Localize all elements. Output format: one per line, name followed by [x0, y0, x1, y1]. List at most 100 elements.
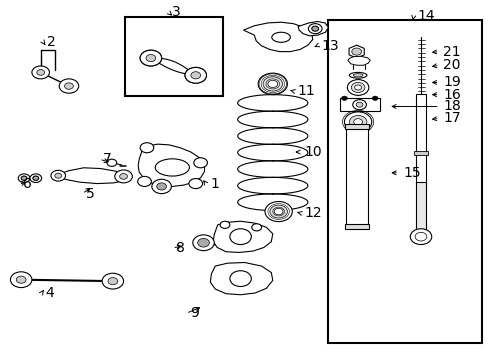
Text: 2: 2 — [47, 35, 56, 49]
Polygon shape — [243, 22, 312, 51]
Circle shape — [16, 276, 26, 283]
Circle shape — [140, 143, 154, 153]
Text: 15: 15 — [402, 166, 420, 180]
Text: 14: 14 — [417, 9, 434, 23]
Circle shape — [184, 67, 206, 83]
Circle shape — [184, 67, 206, 83]
Ellipse shape — [271, 32, 290, 42]
Text: 21: 21 — [443, 45, 460, 59]
Circle shape — [352, 100, 366, 110]
Polygon shape — [348, 45, 364, 58]
Bar — [415, 182, 425, 230]
Circle shape — [311, 26, 318, 31]
Circle shape — [371, 96, 377, 100]
Circle shape — [157, 183, 166, 190]
Bar — [344, 224, 368, 229]
Polygon shape — [210, 262, 272, 295]
Polygon shape — [57, 168, 125, 184]
Circle shape — [355, 102, 362, 107]
Circle shape — [274, 208, 283, 215]
Text: 12: 12 — [304, 206, 321, 220]
Circle shape — [229, 229, 251, 244]
Circle shape — [108, 278, 118, 285]
Circle shape — [190, 72, 200, 79]
Circle shape — [353, 119, 362, 125]
Text: 20: 20 — [443, 58, 460, 72]
Circle shape — [107, 159, 117, 166]
Circle shape — [188, 179, 202, 189]
Circle shape — [146, 54, 156, 62]
Circle shape — [64, 83, 73, 89]
Circle shape — [346, 80, 368, 95]
Circle shape — [18, 174, 30, 183]
Circle shape — [267, 80, 277, 87]
Text: 17: 17 — [443, 111, 460, 125]
Text: 13: 13 — [321, 39, 339, 53]
Bar — [344, 124, 368, 129]
Polygon shape — [151, 58, 195, 75]
Circle shape — [341, 96, 346, 100]
Text: 1: 1 — [210, 177, 219, 191]
Circle shape — [59, 79, 79, 93]
Circle shape — [115, 170, 132, 183]
Circle shape — [102, 273, 123, 289]
Circle shape — [350, 82, 364, 93]
Circle shape — [308, 24, 322, 34]
Circle shape — [55, 173, 61, 178]
Circle shape — [414, 232, 426, 241]
Circle shape — [138, 176, 151, 186]
Circle shape — [192, 235, 214, 251]
Text: 18: 18 — [443, 99, 460, 113]
Polygon shape — [298, 22, 328, 36]
Bar — [328, 21, 481, 343]
Circle shape — [140, 50, 161, 66]
Bar — [413, 150, 427, 155]
Circle shape — [21, 176, 27, 180]
Text: 19: 19 — [443, 76, 460, 89]
Text: 10: 10 — [304, 145, 321, 159]
Circle shape — [193, 158, 207, 168]
Circle shape — [10, 272, 32, 288]
Circle shape — [348, 116, 366, 129]
Circle shape — [229, 271, 251, 287]
Bar — [125, 17, 222, 96]
Circle shape — [32, 66, 49, 79]
Text: 6: 6 — [22, 177, 31, 191]
Text: 9: 9 — [189, 306, 198, 320]
Polygon shape — [138, 144, 204, 186]
Circle shape — [197, 238, 209, 247]
Circle shape — [51, 170, 65, 181]
Text: 8: 8 — [176, 241, 185, 255]
Bar — [415, 94, 425, 184]
Bar — [339, 98, 379, 111]
Text: 11: 11 — [297, 84, 314, 98]
Circle shape — [220, 221, 229, 228]
Circle shape — [120, 174, 127, 179]
Ellipse shape — [348, 72, 366, 78]
Polygon shape — [347, 56, 369, 65]
Text: 16: 16 — [443, 87, 460, 102]
Text: 5: 5 — [86, 186, 95, 201]
Circle shape — [37, 69, 44, 75]
Circle shape — [251, 224, 261, 231]
Text: 7: 7 — [103, 152, 112, 166]
Bar — [345, 128, 367, 225]
Circle shape — [190, 72, 200, 79]
Circle shape — [30, 174, 41, 183]
Circle shape — [269, 205, 287, 218]
Circle shape — [146, 54, 156, 62]
Circle shape — [409, 229, 431, 244]
Polygon shape — [213, 221, 272, 252]
Circle shape — [351, 48, 361, 55]
Text: 4: 4 — [45, 286, 54, 300]
Ellipse shape — [155, 159, 189, 176]
Circle shape — [354, 85, 361, 90]
Circle shape — [344, 112, 371, 132]
Text: 3: 3 — [172, 5, 181, 19]
Circle shape — [140, 50, 161, 66]
Ellipse shape — [352, 74, 362, 77]
Circle shape — [258, 73, 287, 95]
Circle shape — [152, 179, 171, 194]
Circle shape — [263, 77, 282, 91]
Circle shape — [264, 202, 292, 222]
